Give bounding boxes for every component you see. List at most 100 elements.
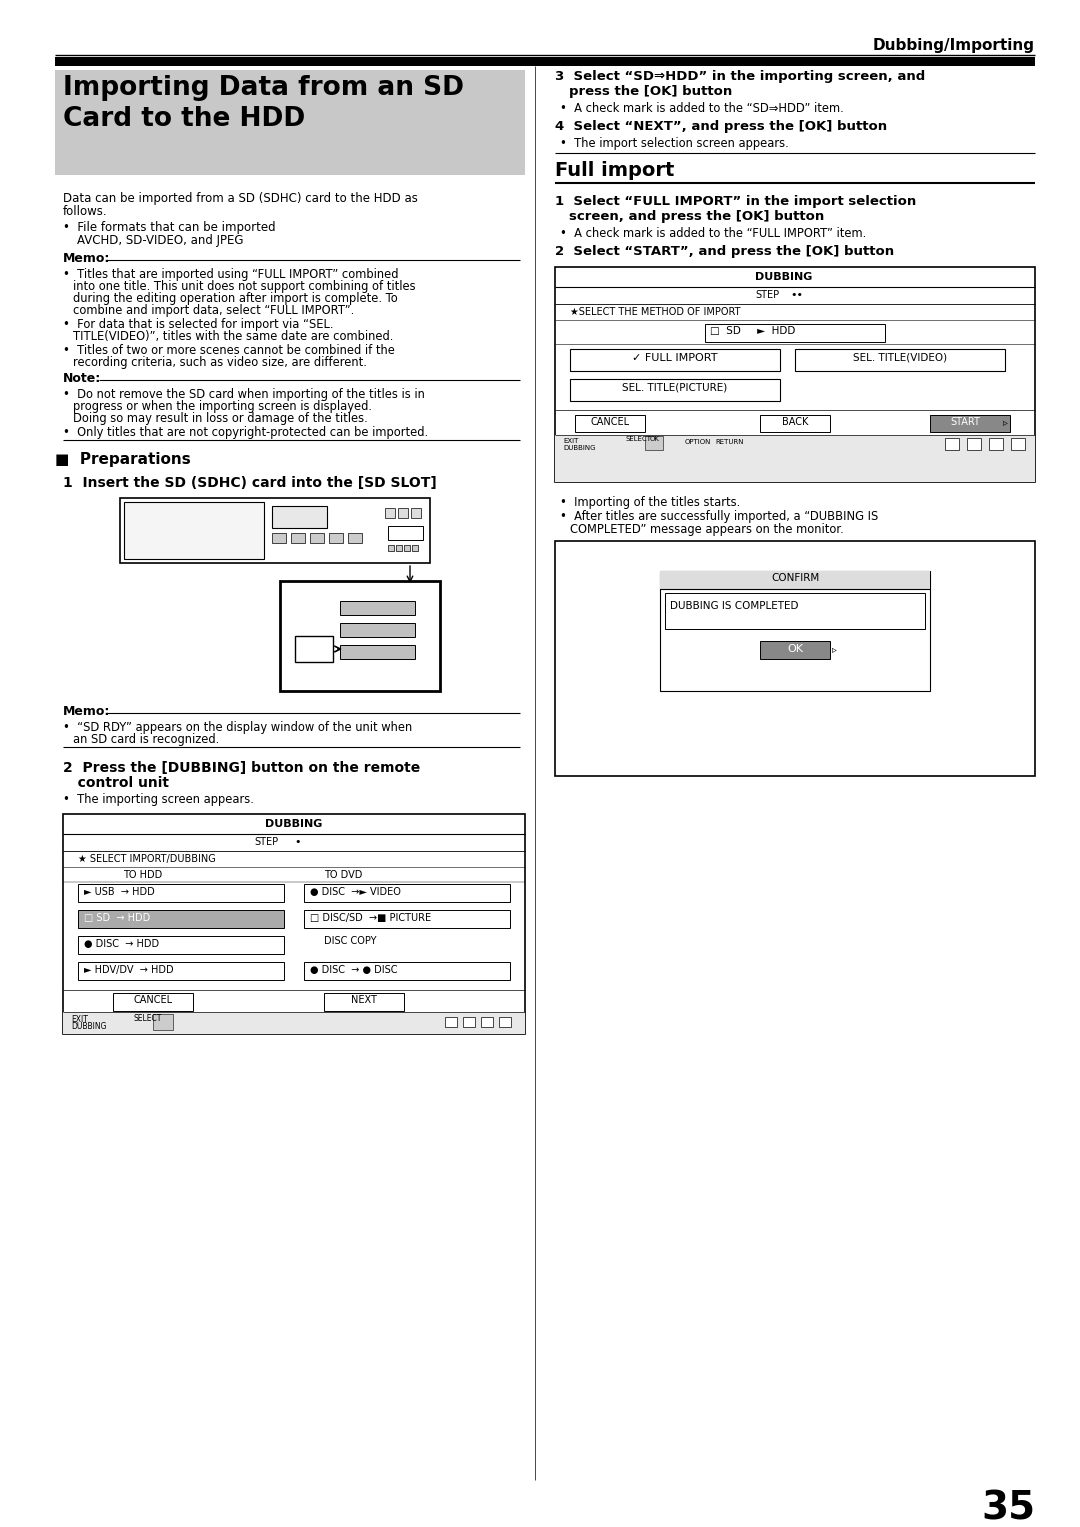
Bar <box>384 508 395 518</box>
Text: Dubbing/Importing: Dubbing/Importing <box>873 38 1035 53</box>
Bar <box>967 438 981 450</box>
Bar <box>280 580 440 692</box>
Bar <box>324 993 404 1011</box>
Bar <box>665 592 924 629</box>
Bar <box>272 533 286 544</box>
Text: 1  Insert the SD (SDHC) card into the [SD SLOT]: 1 Insert the SD (SDHC) card into the [SD… <box>63 476 436 490</box>
Text: Note:: Note: <box>63 373 102 385</box>
Bar <box>570 350 780 371</box>
Bar <box>660 571 930 692</box>
Text: DUBBING: DUBBING <box>755 272 812 282</box>
Bar <box>78 884 284 902</box>
Text: EXIT: EXIT <box>563 438 579 444</box>
Bar <box>340 602 415 615</box>
Text: ✓ FULL IMPORT: ✓ FULL IMPORT <box>632 353 718 363</box>
Bar <box>78 936 284 954</box>
Text: STEP: STEP <box>755 290 779 299</box>
Bar <box>63 1012 525 1034</box>
Text: ● DISC  → HDD: ● DISC → HDD <box>84 939 159 948</box>
Text: TITLE(VIDEO)”, titles with the same date are combined.: TITLE(VIDEO)”, titles with the same date… <box>73 330 393 344</box>
Text: TO DVD: TO DVD <box>324 870 363 880</box>
Text: SEL. TITLE(VIDEO): SEL. TITLE(VIDEO) <box>853 353 947 363</box>
Text: OK: OK <box>787 644 804 654</box>
Text: CONFIRM: CONFIRM <box>771 573 819 583</box>
Bar <box>303 910 510 928</box>
Text: control unit: control unit <box>63 776 168 789</box>
Text: •  Do not remove the SD card when importing of the titles is in: • Do not remove the SD card when importi… <box>63 388 424 402</box>
Text: ► USB  → HDD: ► USB → HDD <box>84 887 154 896</box>
Text: ● DISC  → ● DISC: ● DISC → ● DISC <box>310 965 397 976</box>
Text: AVCHD, SD-VIDEO, and JPEG: AVCHD, SD-VIDEO, and JPEG <box>77 234 243 247</box>
Text: •  Titles that are imported using “FULL IMPORT” combined: • Titles that are imported using “FULL I… <box>63 269 399 281</box>
Text: •  Importing of the titles starts.: • Importing of the titles starts. <box>561 496 740 508</box>
Bar <box>388 525 423 541</box>
Text: □ SD  → HDD: □ SD → HDD <box>84 913 150 922</box>
Text: SEL. TITLE(PICTURE): SEL. TITLE(PICTURE) <box>622 383 728 392</box>
Text: •  For data that is selected for import via “SEL.: • For data that is selected for import v… <box>63 318 334 331</box>
Bar <box>645 437 663 450</box>
Bar <box>760 415 831 432</box>
Bar <box>272 505 327 528</box>
Text: Doing so may result in loss or damage of the titles.: Doing so may result in loss or damage of… <box>73 412 368 425</box>
Text: Data can be imported from a SD (SDHC) card to the HDD as: Data can be imported from a SD (SDHC) ca… <box>63 192 418 205</box>
Bar <box>411 508 421 518</box>
Text: 1  Select “FULL IMPORT” in the import selection: 1 Select “FULL IMPORT” in the import sel… <box>555 195 916 208</box>
Bar <box>55 70 525 176</box>
Text: □ DISC/SD  →■ PICTURE: □ DISC/SD →■ PICTURE <box>310 913 431 922</box>
Text: □  SD     ►  HDD: □ SD ► HDD <box>710 325 795 336</box>
Bar <box>295 637 333 663</box>
Bar <box>303 884 510 902</box>
Bar <box>705 324 885 342</box>
Bar <box>340 623 415 637</box>
Text: RETURN: RETURN <box>715 438 743 444</box>
Text: DISC COPY: DISC COPY <box>324 936 377 947</box>
Text: •  “SD RDY” appears on the display window of the unit when: • “SD RDY” appears on the display window… <box>63 721 413 734</box>
Bar <box>760 641 831 660</box>
Text: •  A check mark is added to the “SD⇒HDD” item.: • A check mark is added to the “SD⇒HDD” … <box>561 102 843 115</box>
Bar <box>113 993 193 1011</box>
Text: START: START <box>950 417 980 428</box>
Text: an SD card is recognized.: an SD card is recognized. <box>73 733 219 747</box>
Bar <box>555 435 1035 483</box>
Text: ▹: ▹ <box>1003 417 1008 428</box>
Bar <box>78 910 284 928</box>
Text: 2  Press the [DUBBING] button on the remote: 2 Press the [DUBBING] button on the remo… <box>63 760 420 776</box>
Text: Memo:: Memo: <box>63 705 110 718</box>
Text: •  After titles are successfully imported, a “DUBBING IS: • After titles are successfully imported… <box>561 510 878 524</box>
Bar <box>989 438 1003 450</box>
Bar <box>1011 438 1025 450</box>
Text: •  A check mark is added to the “FULL IMPORT” item.: • A check mark is added to the “FULL IMP… <box>561 228 866 240</box>
Bar <box>404 545 410 551</box>
Bar <box>55 56 1035 66</box>
Bar <box>310 533 324 544</box>
Text: DUBBING IS COMPLETED: DUBBING IS COMPLETED <box>670 602 798 611</box>
Text: •  The importing screen appears.: • The importing screen appears. <box>63 793 254 806</box>
Text: •: • <box>294 837 300 847</box>
Text: 3  Select “SD⇒HDD” in the importing screen, and: 3 Select “SD⇒HDD” in the importing scree… <box>555 70 926 82</box>
Text: STEP: STEP <box>254 837 279 847</box>
Text: Memo:: Memo: <box>63 252 110 266</box>
Text: ■  Preparations: ■ Preparations <box>55 452 191 467</box>
Bar <box>291 533 305 544</box>
Text: •  Only titles that are not copyright-protected can be imported.: • Only titles that are not copyright-pro… <box>63 426 428 438</box>
Text: CANCEL: CANCEL <box>591 417 630 428</box>
Text: CANCEL: CANCEL <box>134 996 173 1005</box>
Bar <box>930 415 1010 432</box>
Text: Importing Data from an SD
Card to the HDD: Importing Data from an SD Card to the HD… <box>63 75 464 131</box>
Bar <box>120 498 430 563</box>
Text: progress or when the importing screen is displayed.: progress or when the importing screen is… <box>73 400 372 412</box>
Text: 2  Select “START”, and press the [OK] button: 2 Select “START”, and press the [OK] but… <box>555 244 894 258</box>
Text: •  File formats that can be imported: • File formats that can be imported <box>63 221 275 234</box>
Text: DUBBING: DUBBING <box>266 818 323 829</box>
Text: COMPLETED” message appears on the monitor.: COMPLETED” message appears on the monito… <box>570 524 843 536</box>
Bar <box>445 1017 457 1028</box>
Text: press the [OK] button: press the [OK] button <box>569 86 732 98</box>
Bar <box>555 541 1035 776</box>
Text: EXIT: EXIT <box>71 1015 87 1025</box>
Text: Full import: Full import <box>555 160 674 180</box>
Bar <box>124 502 264 559</box>
Bar <box>303 962 510 980</box>
Text: 4  Select “NEXT”, and press the [OK] button: 4 Select “NEXT”, and press the [OK] butt… <box>555 121 887 133</box>
Text: TO HDD: TO HDD <box>123 870 162 880</box>
Bar <box>399 508 408 518</box>
